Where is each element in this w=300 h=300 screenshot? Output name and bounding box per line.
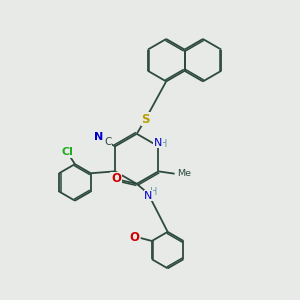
Text: O: O [129, 231, 139, 244]
Text: C: C [104, 137, 112, 147]
Text: Me: Me [178, 169, 192, 178]
Text: H: H [160, 139, 167, 149]
Text: S: S [141, 112, 150, 126]
Text: Cl: Cl [61, 147, 74, 158]
Text: N: N [94, 133, 104, 142]
Text: N: N [144, 190, 153, 201]
Text: H: H [150, 187, 157, 197]
Text: N: N [154, 138, 162, 148]
Text: O: O [111, 172, 121, 185]
